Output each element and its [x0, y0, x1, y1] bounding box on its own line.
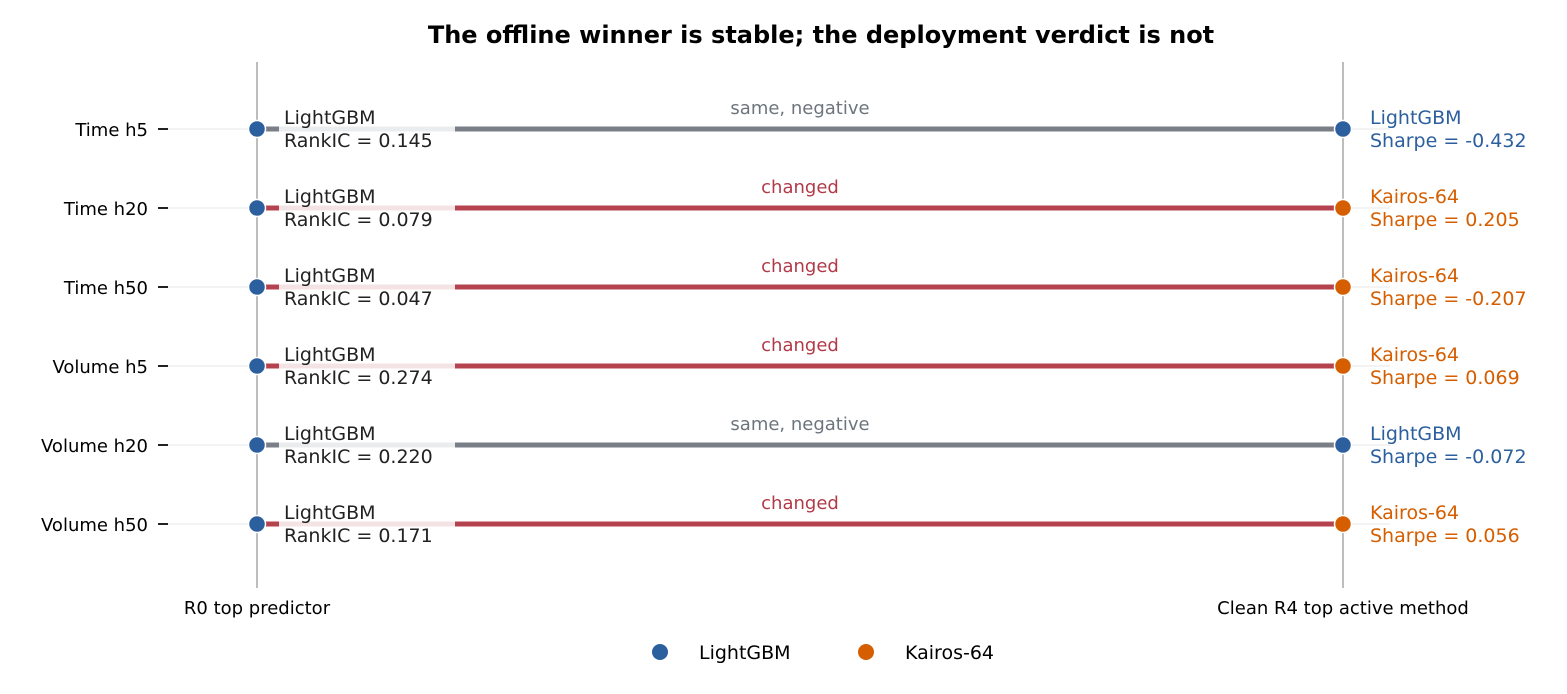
status-label: same, negative	[730, 98, 869, 119]
status-label: changed	[761, 177, 839, 198]
right-metric-label: Sharpe = -0.432	[1370, 130, 1527, 152]
left-axis-label: R0 top predictor	[184, 598, 331, 619]
right-point	[1333, 119, 1353, 139]
left-point	[247, 119, 267, 139]
y-tick-label: Time h20	[63, 199, 148, 220]
right-point	[1333, 277, 1353, 297]
right-point	[1333, 198, 1353, 218]
left-point	[247, 514, 267, 534]
legend: LightGBM Kairos-64	[652, 642, 994, 664]
y-tick-label: Volume h20	[41, 436, 148, 457]
right-metric-label: Sharpe = -0.207	[1370, 288, 1527, 310]
left-point	[247, 198, 267, 218]
left-point	[247, 435, 267, 455]
right-point	[1333, 435, 1353, 455]
right-metric-label: Sharpe = 0.205	[1370, 209, 1520, 231]
y-tick-label: Time h50	[63, 278, 148, 299]
left-label-backdrop	[279, 186, 455, 230]
left-label-backdrop	[279, 502, 455, 546]
left-point	[247, 356, 267, 376]
status-label: same, negative	[730, 414, 869, 435]
right-axis-label: Clean R4 top active method	[1217, 598, 1469, 619]
left-model-label: LightGBM	[284, 265, 376, 287]
right-model-label: Kairos-64	[1370, 186, 1459, 208]
left-model-label: LightGBM	[284, 107, 376, 129]
status-label: changed	[761, 335, 839, 356]
right-model-label: LightGBM	[1370, 107, 1462, 129]
left-model-label: LightGBM	[284, 186, 376, 208]
y-tick-label: Time h5	[74, 120, 148, 141]
left-model-label: LightGBM	[284, 423, 376, 445]
legend-label-lightgbm: LightGBM	[699, 642, 791, 664]
left-label-backdrop	[279, 265, 455, 309]
left-metric-label: RankIC = 0.145	[284, 130, 433, 152]
left-metric-label: RankIC = 0.274	[284, 367, 433, 389]
right-metric-label: Sharpe = -0.072	[1370, 446, 1527, 468]
legend-label-kairos: Kairos-64	[905, 642, 994, 664]
left-metric-label: RankIC = 0.220	[284, 446, 433, 468]
legend-marker-lightgbm	[652, 644, 668, 660]
left-label-backdrop	[279, 107, 455, 151]
y-tick-label: Volume h50	[41, 515, 148, 536]
right-point	[1333, 514, 1353, 534]
right-model-label: Kairos-64	[1370, 502, 1459, 524]
legend-marker-kairos	[858, 644, 874, 660]
right-model-label: Kairos-64	[1370, 344, 1459, 366]
left-metric-label: RankIC = 0.171	[284, 525, 433, 547]
left-label-backdrop	[279, 423, 455, 467]
right-model-label: Kairos-64	[1370, 265, 1459, 287]
left-point	[247, 277, 267, 297]
status-label: changed	[761, 493, 839, 514]
right-point	[1333, 356, 1353, 376]
left-model-label: LightGBM	[284, 344, 376, 366]
chart-title: The offline winner is stable; the deploy…	[428, 21, 1214, 49]
left-label-backdrop	[279, 344, 455, 388]
right-model-label: LightGBM	[1370, 423, 1462, 445]
right-metric-label: Sharpe = 0.056	[1370, 525, 1520, 547]
y-tick-label: Volume h5	[52, 357, 148, 378]
left-metric-label: RankIC = 0.079	[284, 209, 433, 231]
left-metric-label: RankIC = 0.047	[284, 288, 433, 310]
right-metric-label: Sharpe = 0.069	[1370, 367, 1520, 389]
status-label: changed	[761, 256, 839, 277]
left-model-label: LightGBM	[284, 502, 376, 524]
